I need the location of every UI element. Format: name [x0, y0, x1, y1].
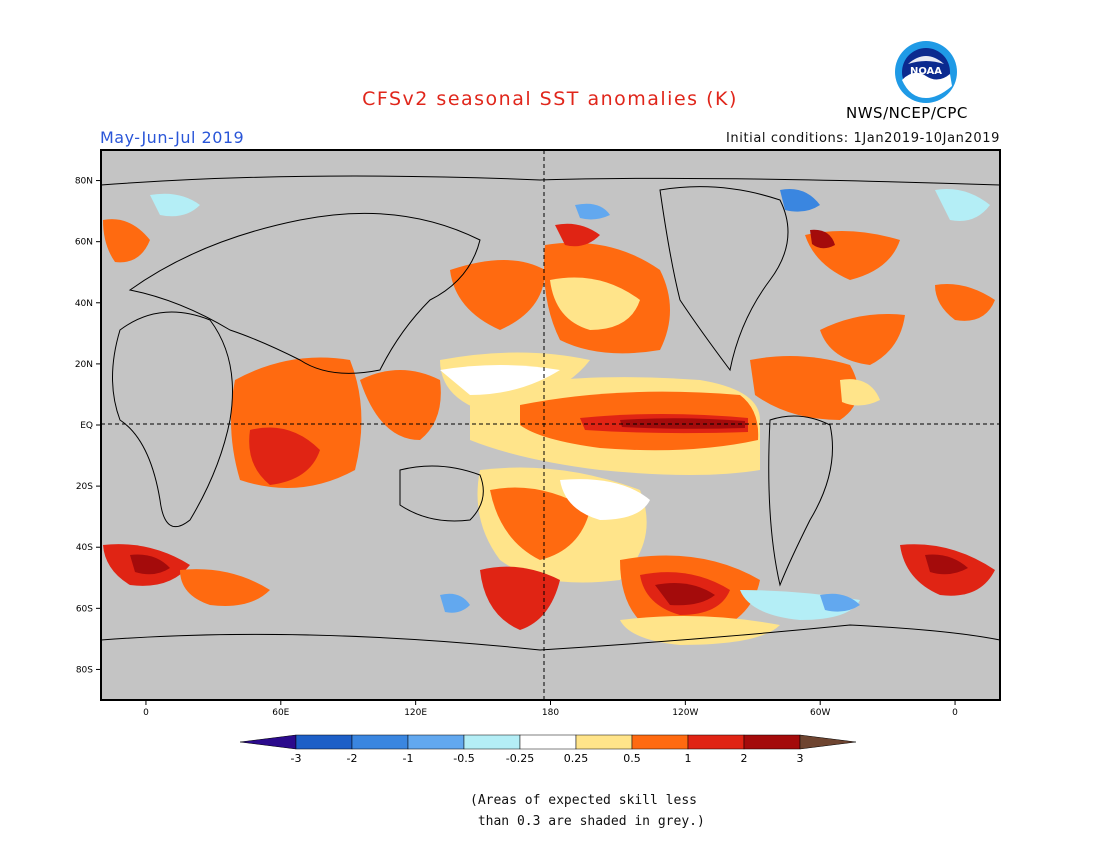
lon-label: 0	[952, 708, 958, 718]
colorbar-box	[743, 734, 801, 750]
anomaly-region	[810, 229, 835, 249]
anomaly-region	[935, 189, 990, 221]
lon-label: 60W	[810, 708, 830, 718]
colorbar-tick-label: -2	[347, 752, 358, 765]
colorbar-end-high	[799, 734, 857, 750]
anomaly-region	[360, 370, 441, 440]
colorbar-tick-label: -1	[403, 752, 414, 765]
lat-label: 20S	[76, 482, 93, 492]
anomaly-region	[490, 487, 590, 560]
anomaly-region	[655, 582, 715, 606]
lon-label: 180	[542, 708, 559, 718]
colorbar-tick-label: -0.25	[506, 752, 534, 765]
anomaly-region	[620, 616, 780, 645]
anomaly-region	[440, 365, 560, 395]
colorbar-box	[351, 734, 409, 750]
anomaly-region	[620, 555, 760, 640]
anomaly-region	[900, 544, 995, 596]
anomaly-region	[640, 572, 730, 615]
anomaly-region	[103, 544, 190, 586]
colorbar-tick-label: 2	[741, 752, 748, 765]
anomaly-region	[840, 379, 880, 406]
colorbar-tick-label: -3	[291, 752, 302, 765]
colorbar-box	[407, 734, 465, 750]
lat-label: 40N	[75, 299, 93, 309]
colorbar: -3 -2 -1 -0.5 -0.25 0.25 0.5 1 2 3	[239, 734, 857, 765]
lat-label: 20N	[75, 360, 93, 370]
skill-footnote: (Areas of expected skill less than 0.3 a…	[470, 793, 705, 829]
anomaly-region	[780, 189, 820, 212]
anomaly-region	[180, 569, 270, 606]
anomaly-region	[480, 566, 560, 630]
anomaly-region	[440, 352, 590, 410]
lat-label: 60S	[76, 604, 93, 614]
colorbar-box	[295, 734, 353, 750]
anomaly-region	[231, 357, 362, 488]
anomaly-region	[150, 193, 200, 217]
lon-label: 0	[143, 708, 149, 718]
anomaly-region	[544, 242, 670, 354]
anomaly-region	[575, 203, 610, 220]
anomaly-region	[249, 427, 320, 485]
colorbar-box	[519, 734, 577, 750]
colorbar-box	[631, 734, 689, 750]
initial-conditions: Initial conditions: 1Jan2019-10Jan2019	[725, 131, 1000, 146]
colorbar-tick-label: 0.5	[623, 752, 641, 765]
colorbar-tick-label: 0.25	[564, 752, 589, 765]
anomaly-region	[470, 377, 760, 475]
anomaly-region	[750, 356, 858, 420]
noaa-logo-icon: NOAA	[895, 41, 957, 103]
map-title: CFSv2 seasonal SST anomalies (K)	[362, 88, 738, 110]
colorbar-tick-label: 3	[797, 752, 804, 765]
anomaly-region	[805, 231, 900, 280]
forecast-period: May-Jun-Jul 2019	[100, 128, 245, 147]
map-background	[101, 150, 1000, 700]
colorbar-box	[575, 734, 633, 750]
anomaly-region	[103, 219, 150, 263]
map-frame	[100, 149, 1001, 701]
colorbar-box	[687, 734, 745, 750]
anomaly-region	[520, 391, 759, 451]
anomaly-region	[560, 479, 650, 520]
anomaly-region	[130, 554, 170, 575]
anomaly-region	[925, 554, 968, 575]
colorbar-box	[463, 734, 521, 750]
lat-label: 80S	[76, 665, 93, 675]
lat-label: EQ	[80, 421, 93, 431]
anomaly-region	[440, 593, 470, 613]
anomaly-region	[555, 223, 600, 247]
colorbar-tick-label: -0.5	[453, 752, 474, 765]
anomaly-region	[620, 418, 745, 429]
lat-label: 40S	[76, 543, 93, 553]
lat-label: 60N	[75, 238, 93, 248]
coastlines	[101, 175, 1000, 651]
lon-label: 120E	[404, 708, 427, 718]
lat-label: 80N	[75, 177, 93, 187]
anomaly-region	[450, 260, 545, 330]
colorbar-end-low	[239, 734, 297, 750]
logo-text: NOAA	[910, 66, 942, 77]
anomaly-region	[550, 277, 640, 330]
lon-label: 60E	[272, 708, 289, 718]
agency-label: NWS/NCEP/CPC	[846, 104, 968, 122]
anomaly-field	[101, 175, 1000, 651]
longitude-axis: 0 60E 120E 180 120W 60W 0	[143, 700, 958, 718]
anomaly-region	[935, 284, 995, 321]
anomaly-region	[477, 467, 647, 583]
anomaly-region	[820, 314, 905, 365]
colorbar-tick-label: 1	[685, 752, 692, 765]
anomaly-region	[580, 414, 748, 434]
latitude-axis: 80N 60N 40N 20N EQ 20S 40S 60S 80S	[75, 177, 101, 675]
anomaly-region	[740, 590, 860, 620]
anomaly-region	[820, 593, 860, 612]
lon-label: 120W	[672, 708, 698, 718]
